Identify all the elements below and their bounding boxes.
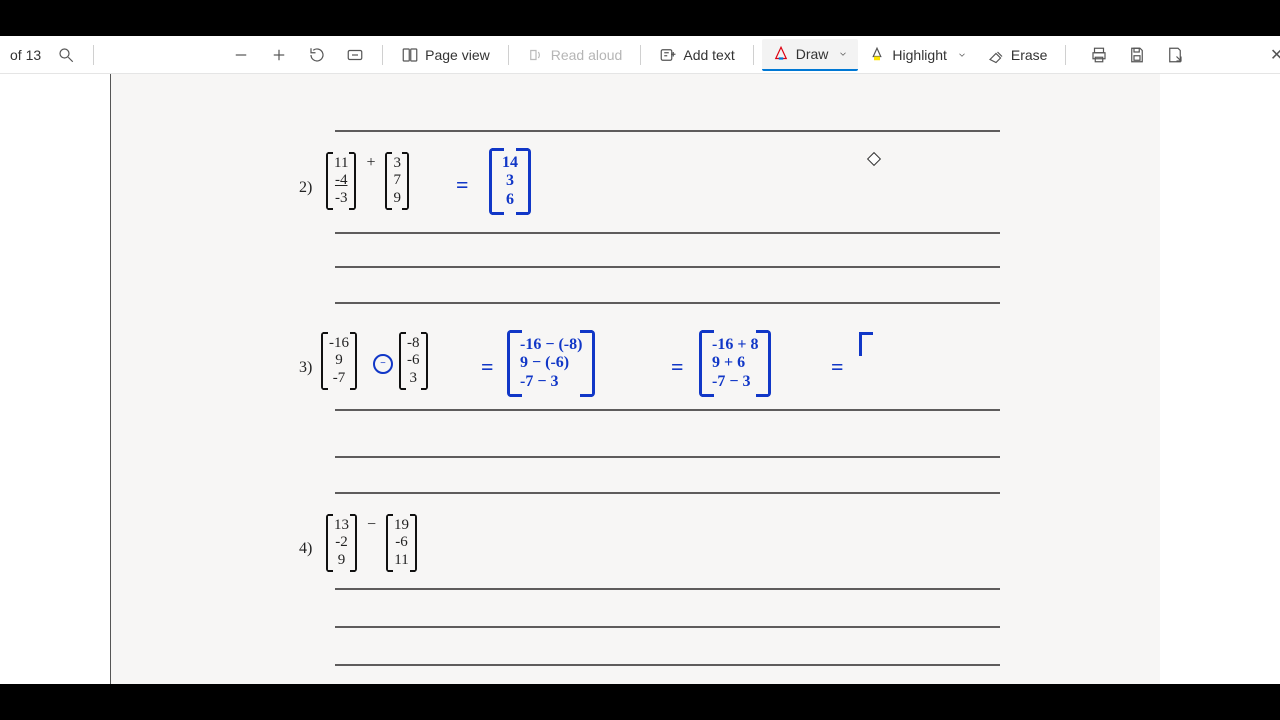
save-as-button[interactable] bbox=[1156, 40, 1194, 70]
highlight-label: Highlight bbox=[892, 47, 946, 63]
rotate-icon bbox=[308, 46, 326, 64]
draw-label: Draw bbox=[796, 46, 829, 62]
operator-plus: + bbox=[360, 154, 381, 172]
ink-step2-p3: -16 + 8 9 + 6 -7 − 3 bbox=[699, 330, 771, 397]
search-button[interactable] bbox=[47, 40, 85, 70]
matrix-p3-A: -16 9 -7 bbox=[321, 332, 357, 390]
rule-line bbox=[335, 626, 1000, 628]
ink-circle-minus: − bbox=[373, 353, 393, 374]
rule-line bbox=[335, 456, 1000, 458]
rule-line bbox=[335, 232, 1000, 234]
erase-button[interactable]: Erase bbox=[977, 40, 1058, 70]
erase-icon bbox=[987, 46, 1005, 64]
add-text-label: Add text bbox=[683, 47, 734, 63]
letterbox-top bbox=[0, 0, 1280, 36]
ink-open-bracket bbox=[859, 332, 873, 356]
rule-line bbox=[335, 302, 1000, 304]
rule-line bbox=[335, 492, 1000, 494]
rule-line bbox=[335, 130, 1000, 132]
matrix-p3-B: -8 -6 3 bbox=[399, 332, 428, 390]
overflow-clip: ✕ bbox=[1270, 36, 1280, 74]
ink-equals: = bbox=[481, 354, 494, 380]
operator-minus: − bbox=[361, 516, 382, 534]
page-counter: of 13 bbox=[4, 47, 47, 63]
read-aloud-button: Read aloud bbox=[517, 40, 633, 70]
add-text-button[interactable]: Add text bbox=[649, 40, 744, 70]
save-button[interactable] bbox=[1118, 40, 1156, 70]
highlight-button[interactable]: Highlight bbox=[858, 40, 976, 70]
ink-equals: = bbox=[831, 354, 844, 380]
problem-label: 4) bbox=[299, 540, 312, 558]
problem-label: 2) bbox=[299, 179, 312, 197]
rule-line bbox=[335, 409, 1000, 411]
rule-line bbox=[335, 588, 1000, 590]
ink-equals: = bbox=[671, 354, 684, 380]
rule-line bbox=[335, 664, 1000, 666]
page-view-label: Page view bbox=[425, 47, 490, 63]
matrix-p4: 13 -2 9 − 19 -6 11 bbox=[326, 514, 417, 572]
fit-icon bbox=[346, 46, 364, 64]
zoom-out-button[interactable] bbox=[222, 40, 260, 70]
print-button[interactable] bbox=[1080, 40, 1118, 70]
pdf-page: 2) 11 -4 -3 + 3 7 9 = 14 3 bbox=[110, 74, 1160, 684]
pageview-icon bbox=[401, 46, 419, 64]
erase-label: Erase bbox=[1011, 47, 1048, 63]
search-icon bbox=[57, 46, 75, 64]
print-icon bbox=[1090, 46, 1108, 64]
letterbox-bottom bbox=[0, 684, 1280, 720]
chevron-down-icon bbox=[957, 47, 967, 63]
page-view-button[interactable]: Page view bbox=[391, 40, 500, 70]
add-text-icon bbox=[659, 46, 677, 64]
save-icon bbox=[1128, 46, 1146, 64]
draw-icon bbox=[772, 45, 790, 63]
draw-button[interactable]: Draw bbox=[762, 39, 859, 71]
pen-cursor-icon bbox=[867, 152, 881, 166]
ink-step1-p3: -16 − (-8) 9 − (-6) -7 − 3 bbox=[507, 330, 595, 397]
read-aloud-label: Read aloud bbox=[551, 47, 623, 63]
zoom-in-button[interactable] bbox=[260, 40, 298, 70]
plus-icon bbox=[270, 46, 288, 64]
matrix-p2-A: 11 -4 -3 + 3 7 9 bbox=[326, 152, 409, 210]
problem-label: 3) bbox=[299, 359, 312, 377]
save-as-icon bbox=[1166, 46, 1184, 64]
minus-icon bbox=[232, 46, 250, 64]
ink-equals: = bbox=[456, 172, 469, 198]
pdf-viewer-window: of 13 bbox=[0, 0, 1280, 720]
fit-page-button[interactable] bbox=[336, 40, 374, 70]
ink-answer-p2: 14 3 6 bbox=[489, 148, 531, 215]
toolbar: of 13 bbox=[0, 36, 1280, 74]
read-aloud-icon bbox=[527, 46, 545, 64]
rotate-button[interactable] bbox=[298, 40, 336, 70]
chevron-down-icon bbox=[838, 46, 848, 62]
document-viewport[interactable]: 2) 11 -4 -3 + 3 7 9 = 14 3 bbox=[0, 74, 1280, 684]
rule-line bbox=[335, 266, 1000, 268]
highlight-icon bbox=[868, 46, 886, 64]
